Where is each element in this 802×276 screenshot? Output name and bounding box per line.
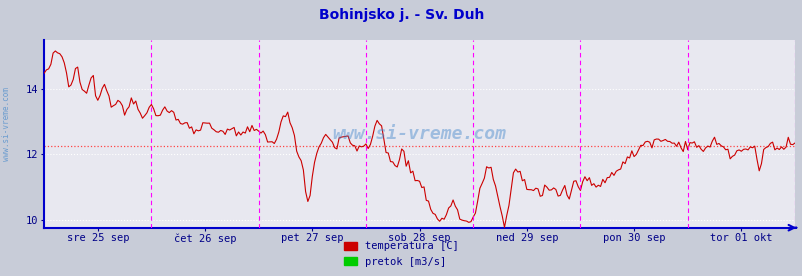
Text: www.si-vreme.com: www.si-vreme.com	[2, 87, 11, 161]
Text: www.si-vreme.com: www.si-vreme.com	[332, 125, 506, 143]
Text: Bohinjsko j. - Sv. Duh: Bohinjsko j. - Sv. Duh	[318, 8, 484, 22]
Legend: temperatura [C], pretok [m3/s]: temperatura [C], pretok [m3/s]	[339, 237, 463, 271]
